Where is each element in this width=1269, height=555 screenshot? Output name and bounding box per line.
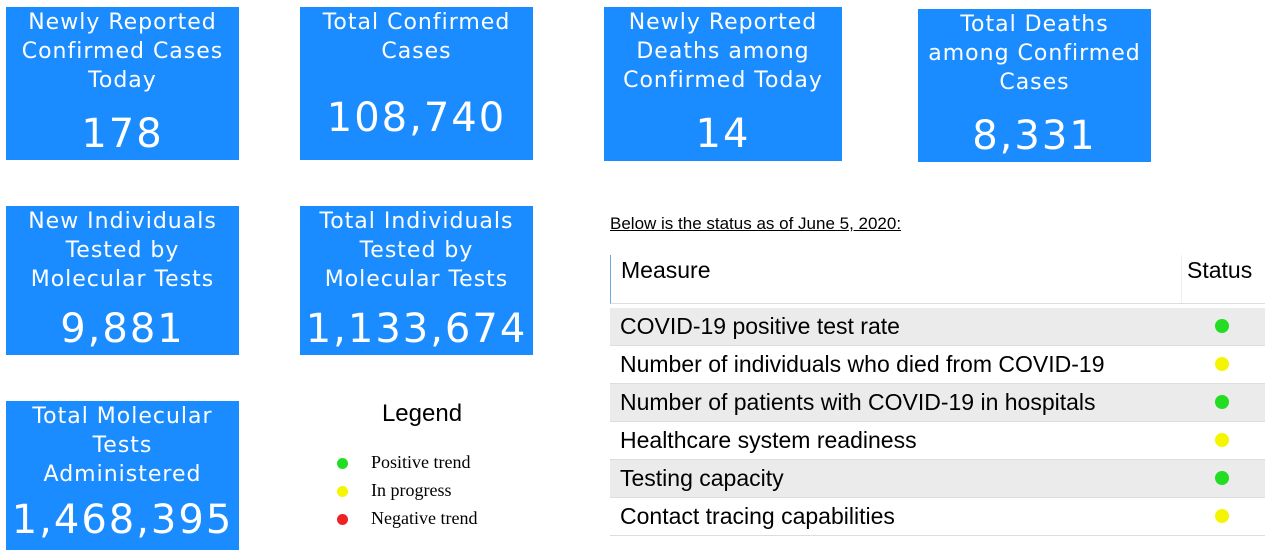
stat-card: Total Individuals Tested by Molecular Te… bbox=[300, 206, 533, 355]
card-value: 1,133,674 bbox=[305, 306, 528, 352]
status-dot bbox=[1215, 433, 1229, 447]
stat-card: New Individuals Tested by Molecular Test… bbox=[6, 206, 239, 355]
measure-cell: Contact tracing capabilities bbox=[620, 503, 895, 529]
table-body: COVID-19 positive test rate Number of ind… bbox=[610, 308, 1265, 536]
measure-cell: COVID-19 positive test rate bbox=[620, 313, 900, 339]
card-value: 1,468,395 bbox=[11, 497, 234, 543]
table-row: Number of patients with COVID-19 in hosp… bbox=[610, 384, 1265, 422]
card-title: New Individuals Tested by Molecular Test… bbox=[28, 209, 217, 292]
table-row: Number of individuals who died from COVI… bbox=[610, 346, 1265, 384]
stat-card: Total Deaths among Confirmed Cases 8,331 bbox=[918, 9, 1151, 162]
card-value: 14 bbox=[695, 111, 751, 157]
stat-card: Newly Reported Confirmed Cases Today 178 bbox=[6, 7, 239, 160]
card-title: Newly Reported Deaths among Confirmed To… bbox=[623, 10, 823, 93]
status-dot bbox=[1215, 509, 1229, 523]
measure-cell: Number of patients with COVID-19 in hosp… bbox=[620, 389, 1096, 415]
table-row: COVID-19 positive test rate bbox=[610, 308, 1265, 346]
status-dot bbox=[1215, 357, 1229, 371]
card-value: 108,740 bbox=[326, 95, 507, 141]
card-value: 8,331 bbox=[972, 113, 1097, 159]
legend-label: Negative trend bbox=[371, 508, 478, 528]
header-cell: Measure bbox=[621, 257, 711, 283]
legend-dot bbox=[337, 458, 348, 469]
legend-item: Positive trend bbox=[320, 452, 540, 482]
status-dot bbox=[1215, 319, 1229, 333]
status-table: Measure Status COVID-19 positive test ra… bbox=[610, 255, 1265, 536]
card-title: Total Confirmed Cases bbox=[322, 10, 511, 64]
measure-cell: Healthcare system readiness bbox=[620, 427, 917, 453]
card-title: Total Molecular Tests Administered bbox=[32, 404, 213, 487]
legend-item: In progress bbox=[320, 480, 540, 510]
status-dot bbox=[1215, 395, 1229, 409]
table-row: Healthcare system readiness bbox=[610, 422, 1265, 460]
legend-title: Legend bbox=[381, 400, 463, 427]
card-value: 9,881 bbox=[60, 306, 185, 352]
measure-cell: Number of individuals who died from COVI… bbox=[620, 351, 1105, 377]
legend-dot bbox=[337, 514, 348, 525]
status-note: Below is the status as of June 5, 2020: bbox=[610, 214, 902, 233]
card-title: Total Deaths among Confirmed Cases bbox=[928, 12, 1141, 95]
table-header: Measure Status bbox=[610, 255, 1265, 304]
legend: Legend Positive trend In progress Negative… bbox=[320, 400, 540, 538]
card-title: Newly Reported Confirmed Cases Today bbox=[21, 10, 224, 93]
card-value: 178 bbox=[81, 111, 164, 157]
measure-cell: Testing capacity bbox=[620, 465, 784, 491]
legend-items: Positive trend In progress Negative trend bbox=[320, 452, 540, 538]
stat-card: Total Molecular Tests Administered 1,468,… bbox=[6, 401, 239, 550]
legend-dot bbox=[337, 486, 348, 497]
table-row: Testing capacity bbox=[610, 460, 1265, 498]
legend-label: In progress bbox=[371, 480, 452, 500]
status-dot bbox=[1215, 471, 1229, 485]
card-title: Total Individuals Tested by Molecular Te… bbox=[319, 209, 514, 292]
table-row: Contact tracing capabilities bbox=[610, 498, 1265, 536]
legend-label: Positive trend bbox=[371, 452, 471, 472]
legend-item: Negative trend bbox=[320, 508, 540, 538]
stat-card: Total Confirmed Cases 108,740 bbox=[300, 7, 533, 160]
stat-card: Newly Reported Deaths among Confirmed To… bbox=[604, 7, 842, 161]
header-cell: Status bbox=[1187, 257, 1253, 283]
